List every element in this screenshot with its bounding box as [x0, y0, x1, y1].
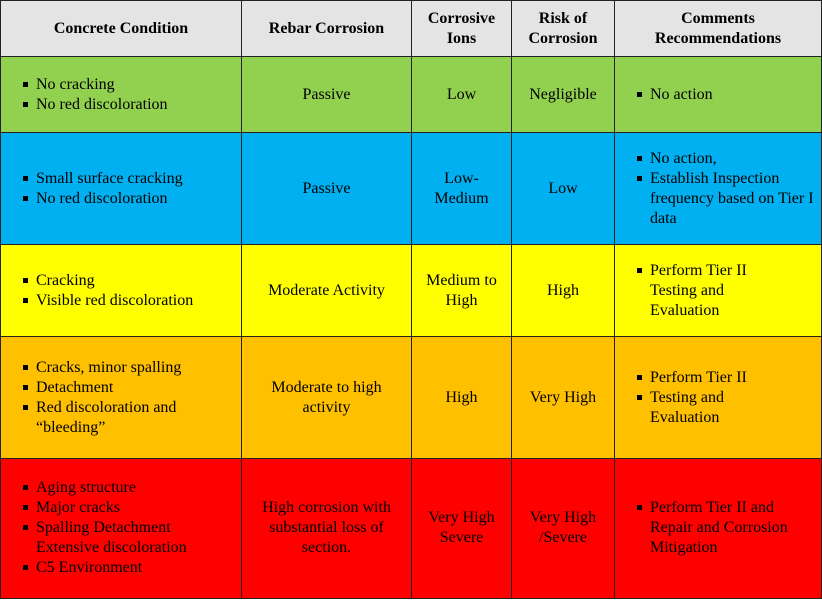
comments-cell: Perform Tier II Testing and Evaluation [614, 336, 822, 459]
risk-cell: Negligible [511, 55, 615, 134]
condition-item: No red discoloration [5, 189, 237, 209]
condition-item: No cracking [5, 75, 237, 95]
comment-item: Perform Tier II Testing and Evaluation [619, 261, 791, 321]
rebar-corrosion-cell: Passive [241, 55, 412, 134]
header-comments-recommendations: Comments Recommendations [614, 0, 822, 57]
comment-item: Testing and Evaluation [619, 388, 781, 428]
comment-item: Perform Tier II and Repair and Corrosion… [619, 498, 817, 558]
comments-list: Perform Tier II Testing and Evaluation [619, 261, 791, 321]
comments-cell: No action [614, 55, 822, 134]
comments-list: No action, Establish Inspection frequenc… [619, 149, 817, 229]
header-risk-of-corrosion: Risk of Corrosion [511, 0, 615, 57]
comments-cell: Perform Tier II and Repair and Corrosion… [614, 457, 822, 600]
comments-cell: No action, Establish Inspection frequenc… [614, 132, 822, 246]
rebar-corrosion-cell: Moderate to high activity [241, 336, 412, 459]
corrosive-ions-cell: Very High Severe [411, 457, 512, 600]
risk-cell: High [511, 244, 615, 338]
condition-cell: Cracking Visible red discoloration [0, 244, 242, 338]
risk-cell: Very High [511, 336, 615, 459]
condition-item: Visible red discoloration [5, 291, 237, 311]
table-row: Small surface cracking No red discolorat… [0, 132, 822, 246]
condition-item: Small surface cracking [5, 169, 237, 189]
header-rebar-corrosion: Rebar Corrosion [241, 0, 412, 57]
condition-list: Small surface cracking No red discolorat… [5, 169, 237, 209]
header-concrete-condition: Concrete Condition [0, 0, 242, 57]
condition-item: Detachment [5, 378, 237, 398]
condition-item: Red discoloration and “bleeding” [5, 398, 237, 438]
condition-list: Cracks, minor spalling Detachment Red di… [5, 358, 237, 438]
header-row: Concrete Condition Rebar Corrosion Corro… [0, 0, 822, 57]
condition-item: Cracks, minor spalling [5, 358, 237, 378]
comment-item: Perform Tier II [619, 368, 781, 388]
corrosive-ions-cell: Low [411, 55, 512, 134]
condition-cell: Aging structure Major cracks Spalling De… [0, 457, 242, 600]
condition-list: Aging structure Major cracks Spalling De… [5, 478, 237, 578]
condition-item: Major cracks [5, 498, 237, 518]
table-row: Aging structure Major cracks Spalling De… [0, 457, 822, 600]
condition-item: Spalling Detachment [5, 518, 237, 538]
condition-item: Cracking [5, 271, 237, 291]
comments-list: Perform Tier II Testing and Evaluation [619, 368, 781, 428]
risk-cell: Low [511, 132, 615, 246]
condition-list: Cracking Visible red discoloration [5, 271, 237, 311]
condition-item: C5 Environment [5, 558, 237, 578]
comments-cell: Perform Tier II Testing and Evaluation [614, 244, 822, 338]
condition-list: No cracking No red discoloration [5, 75, 237, 115]
comment-item: No action, [619, 149, 817, 169]
condition-cell: No cracking No red discoloration [0, 55, 242, 134]
comment-item: No action [619, 85, 817, 105]
corrosive-ions-cell: Low-Medium [411, 132, 512, 246]
condition-cell: Small surface cracking No red discolorat… [0, 132, 242, 246]
table-row: No cracking No red discoloration Passive… [0, 55, 822, 134]
header-corrosive-ions: Corrosive Ions [411, 0, 512, 57]
risk-cell: Very High /Severe [511, 457, 615, 600]
rebar-corrosion-cell: Moderate Activity [241, 244, 412, 338]
condition-item: No red discoloration [5, 95, 237, 115]
condition-cell: Cracks, minor spalling Detachment Red di… [0, 336, 242, 459]
corrosive-ions-cell: High [411, 336, 512, 459]
table-row: Cracking Visible red discoloration Moder… [0, 244, 822, 338]
comments-list: No action [619, 85, 817, 105]
condition-item: Aging structure [5, 478, 237, 498]
comment-item: Establish Inspection frequency based on … [619, 169, 817, 229]
corrosive-ions-cell: Medium to High [411, 244, 512, 338]
table-row: Cracks, minor spalling Detachment Red di… [0, 336, 822, 459]
rebar-corrosion-cell: High corrosion with substantial loss of … [241, 457, 412, 600]
rebar-corrosion-cell: Passive [241, 132, 412, 246]
comments-list: Perform Tier II and Repair and Corrosion… [619, 498, 817, 558]
condition-item: Extensive discoloration [36, 539, 187, 557]
